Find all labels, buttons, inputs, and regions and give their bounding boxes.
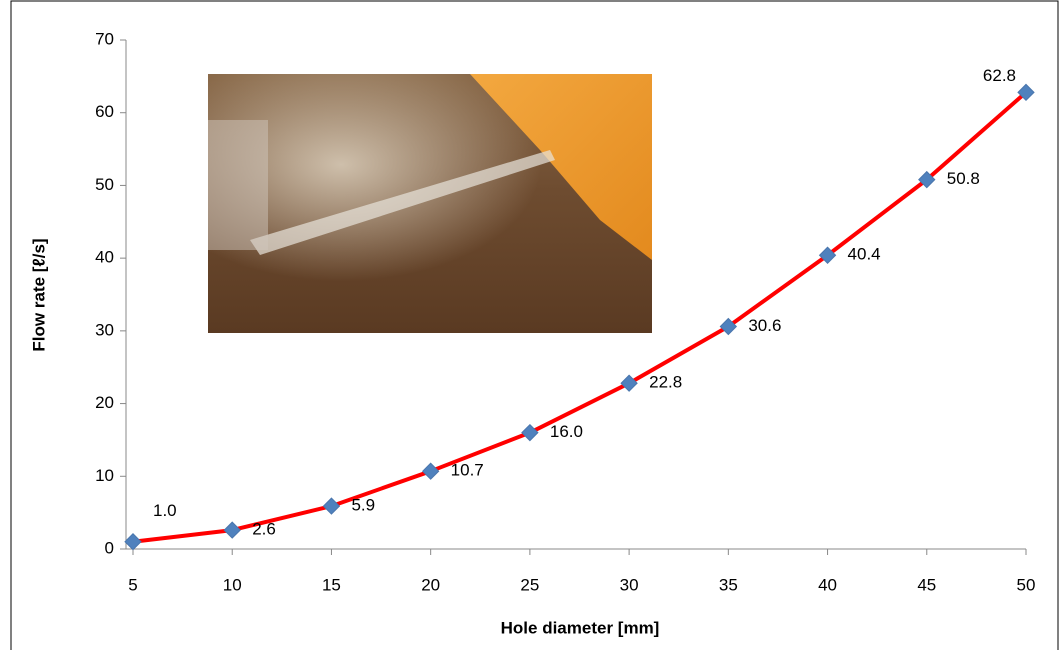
data-label: 62.8 bbox=[983, 66, 1016, 85]
data-label: 5.9 bbox=[351, 496, 375, 515]
data-marker bbox=[224, 522, 240, 538]
data-marker bbox=[125, 534, 141, 550]
page: {"chart_data": {"type": "line", "x_label… bbox=[0, 0, 1059, 655]
data-label: 1.0 bbox=[153, 501, 177, 520]
data-marker bbox=[323, 498, 339, 514]
x-tick-label: 5 bbox=[128, 575, 137, 594]
x-tick-label: 10 bbox=[223, 575, 242, 594]
y-tick-label: 40 bbox=[95, 248, 114, 267]
x-tick-label: 25 bbox=[520, 575, 539, 594]
y-tick-label: 20 bbox=[95, 393, 114, 412]
y-tick-label: 30 bbox=[95, 320, 114, 339]
x-tick-label: 35 bbox=[719, 575, 738, 594]
y-tick-label: 50 bbox=[95, 175, 114, 194]
data-label: 16.0 bbox=[550, 422, 583, 441]
x-axis-title: Hole diameter [mm] bbox=[501, 618, 660, 637]
data-label: 50.8 bbox=[947, 169, 980, 188]
inset-photo bbox=[208, 74, 652, 333]
chart: Hole diameter [mm] Flow rate [ℓ/s] 0 10 20… bbox=[0, 0, 1059, 650]
y-tick-label: 70 bbox=[95, 29, 114, 48]
y-tick-label: 10 bbox=[95, 466, 114, 485]
x-tick-label: 20 bbox=[421, 575, 440, 594]
y-tick-label: 60 bbox=[95, 102, 114, 121]
x-tick-label: 40 bbox=[818, 575, 837, 594]
data-marker bbox=[522, 425, 538, 441]
y-axis-title: Flow rate [ℓ/s] bbox=[29, 238, 48, 351]
data-label: 30.6 bbox=[748, 316, 781, 335]
data-marker bbox=[423, 463, 439, 479]
data-label: 22.8 bbox=[649, 373, 682, 392]
data-label: 40.4 bbox=[848, 245, 881, 264]
x-tick-label: 50 bbox=[1017, 575, 1036, 594]
data-marker bbox=[621, 375, 637, 391]
data-label: 10.7 bbox=[451, 461, 484, 480]
x-tick-label: 15 bbox=[322, 575, 341, 594]
y-tick-label: 0 bbox=[105, 538, 114, 557]
x-tick-label: 45 bbox=[917, 575, 936, 594]
data-label: 2.6 bbox=[252, 520, 276, 539]
x-tick-label: 30 bbox=[620, 575, 639, 594]
